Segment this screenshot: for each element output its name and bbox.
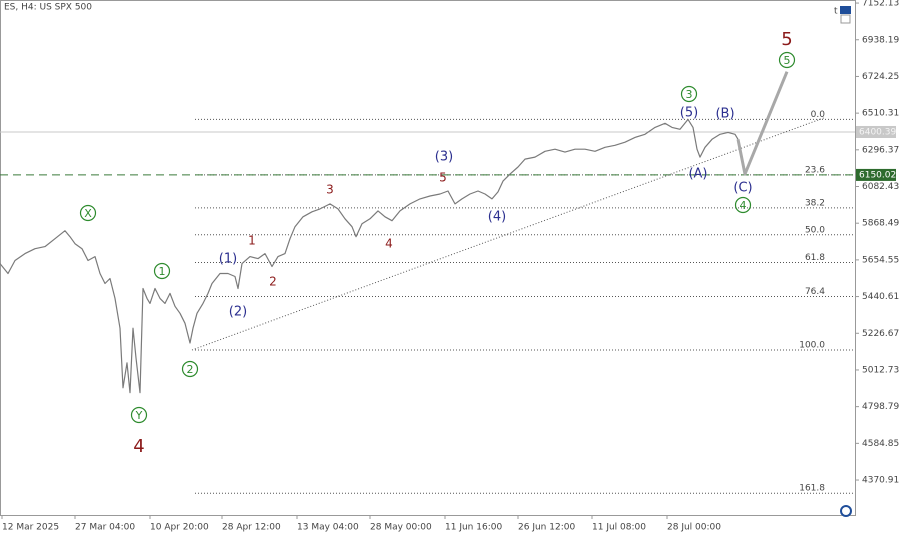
wave-label: (2) bbox=[229, 305, 247, 320]
wave-circle bbox=[79, 204, 97, 222]
wave-label: 5 bbox=[784, 54, 791, 67]
x-tick-label: 26 Jun 12:00 bbox=[518, 523, 575, 533]
wave-circle bbox=[153, 262, 171, 280]
y-tick-label: 4370.91 bbox=[862, 476, 899, 486]
chart-title: ES, H4: US SPX 500 bbox=[4, 3, 92, 13]
wave-circle bbox=[181, 360, 199, 378]
wave-label: 3 bbox=[326, 183, 334, 197]
wave-label: (A) bbox=[688, 167, 707, 182]
wave-label: (3) bbox=[435, 150, 453, 165]
wave-label: X bbox=[84, 207, 92, 220]
price-line-series bbox=[0, 118, 739, 394]
wave-label: 1 bbox=[248, 234, 256, 248]
plot-frame bbox=[0, 0, 856, 516]
wave-label: (1) bbox=[219, 252, 237, 267]
y-tick-label: 4798.79 bbox=[862, 402, 899, 412]
wave-label: (B) bbox=[715, 107, 734, 122]
y-tick-label: 4584.85 bbox=[862, 439, 899, 449]
scroll-icon[interactable] bbox=[840, 505, 852, 517]
wave-circle bbox=[734, 196, 752, 214]
fib-label: 50.0 bbox=[805, 225, 825, 235]
x-tick-label: 10 Apr 20:00 bbox=[150, 523, 209, 533]
toolbar-icon[interactable] bbox=[840, 6, 851, 14]
wave-circle bbox=[130, 406, 148, 424]
x-tick-label: 11 Jun 16:00 bbox=[445, 523, 502, 533]
wave-label: 1 bbox=[159, 265, 166, 278]
wave-label: 3 bbox=[686, 88, 693, 101]
wave-label: 4 bbox=[133, 436, 144, 457]
fib-label: 161.8 bbox=[799, 484, 825, 494]
x-tick-label: 28 Jul 00:00 bbox=[667, 523, 721, 533]
wave-label: (C) bbox=[733, 181, 752, 196]
x-tick-label: 12 Mar 2025 bbox=[2, 523, 59, 533]
y-tick-label: 5654.55 bbox=[862, 255, 899, 265]
price-tag-label: 6150.02 bbox=[859, 170, 896, 180]
wave-label: 4 bbox=[740, 199, 747, 212]
wave-label: 5 bbox=[781, 29, 792, 50]
y-tick-label: 6510.31 bbox=[862, 109, 899, 119]
price-tag-label: 6400.39 bbox=[859, 127, 896, 137]
wave-label: 2 bbox=[187, 363, 194, 376]
y-tick-label: 6082.43 bbox=[862, 182, 899, 192]
wave-label: Y bbox=[135, 409, 143, 422]
wave-label: (5) bbox=[680, 106, 698, 121]
y-tick-label: 5012.73 bbox=[862, 365, 899, 375]
x-tick-label: 28 Apr 12:00 bbox=[222, 523, 281, 533]
wave-circle bbox=[778, 51, 796, 69]
fib-label: 0.0 bbox=[811, 110, 826, 120]
fib-label: 38.2 bbox=[805, 198, 825, 208]
wave-label: (4) bbox=[488, 210, 506, 225]
toolbar-icon[interactable] bbox=[840, 14, 851, 24]
wave-label: 5 bbox=[439, 171, 447, 185]
fib-label: 23.6 bbox=[805, 165, 825, 175]
y-tick-label: 6724.25 bbox=[862, 72, 899, 82]
x-tick-label: 11 Jul 08:00 bbox=[592, 523, 646, 533]
fib-label: 61.8 bbox=[805, 253, 825, 263]
price-tag bbox=[856, 125, 896, 138]
x-tick-label: 27 Mar 04:00 bbox=[75, 523, 135, 533]
y-tick-label: 6296.37 bbox=[862, 145, 899, 155]
x-tick-label: 13 May 04:00 bbox=[297, 523, 359, 533]
fib-label: 100.0 bbox=[799, 341, 825, 351]
wave-label: 4 bbox=[385, 237, 393, 251]
y-tick-label: 5868.49 bbox=[862, 219, 899, 229]
x-tick-label: 28 May 00:00 bbox=[370, 523, 432, 533]
price-line-series bbox=[736, 71, 789, 176]
y-tick-label: 5226.67 bbox=[862, 329, 899, 339]
trendline bbox=[191, 117, 826, 351]
wave-label: 2 bbox=[269, 275, 277, 289]
fib-label: 76.4 bbox=[805, 287, 825, 297]
corner-label: t bbox=[834, 7, 838, 17]
y-tick-label: 5440.61 bbox=[862, 292, 899, 302]
wave-circle bbox=[680, 85, 698, 103]
y-tick-label: 7152.13 bbox=[862, 0, 899, 9]
y-tick-label: 6938.19 bbox=[862, 35, 899, 45]
price-tag bbox=[856, 168, 896, 181]
